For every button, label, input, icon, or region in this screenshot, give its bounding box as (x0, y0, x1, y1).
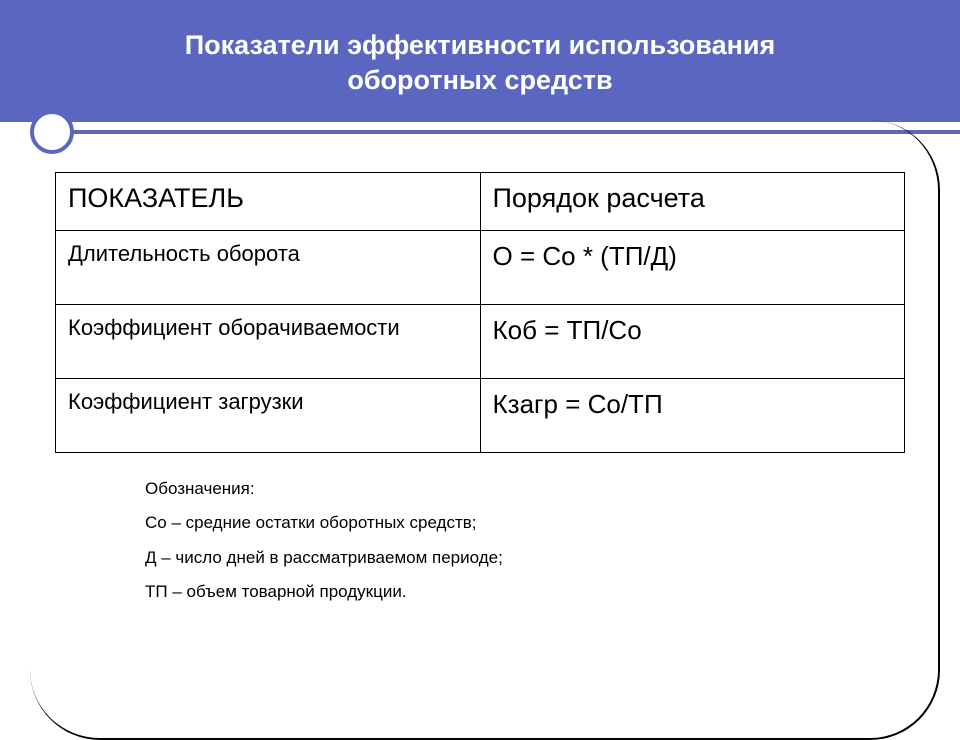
legend-item: Д – число дней в рассматриваемом периоде… (145, 542, 905, 574)
cell-indicator: Коэффициент загрузки (56, 379, 481, 453)
table-row: Коэффициент оборачиваемости Коб = ТП/Со (56, 305, 905, 379)
cell-indicator: Длительность оборота (56, 231, 481, 305)
legend-item: Со – средние остатки оборотных средств; (145, 507, 905, 539)
cell-formula: Кзагр = Со/ТП (480, 379, 905, 453)
divider-ellipse-icon (30, 110, 74, 154)
table-header-row: ПОКАЗАТЕЛЬ Порядок расчета (56, 173, 905, 231)
indicators-table: ПОКАЗАТЕЛЬ Порядок расчета Длительность … (55, 172, 905, 453)
content-area: ПОКАЗАТЕЛЬ Порядок расчета Длительность … (0, 142, 960, 620)
divider-line (72, 130, 960, 134)
cell-indicator: Коэффициент оборачиваемости (56, 305, 481, 379)
slide-title-banner: Показатели эффективности использования о… (0, 0, 960, 122)
cell-formula: Коб = ТП/Со (480, 305, 905, 379)
header-formula: Порядок расчета (480, 173, 905, 231)
legend-item: ТП – объем товарной продукции. (145, 576, 905, 608)
table-row: Коэффициент загрузки Кзагр = Со/ТП (56, 379, 905, 453)
cell-formula: О = Со * (ТП/Д) (480, 231, 905, 305)
title-line-2: оборотных средств (20, 63, 940, 98)
legend-block: Обозначения: Со – средние остатки оборот… (145, 473, 905, 608)
title-line-1: Показатели эффективности использования (20, 28, 940, 63)
title-divider (0, 122, 960, 142)
legend-title: Обозначения: (145, 473, 905, 505)
header-indicator: ПОКАЗАТЕЛЬ (56, 173, 481, 231)
table-row: Длительность оборота О = Со * (ТП/Д) (56, 231, 905, 305)
